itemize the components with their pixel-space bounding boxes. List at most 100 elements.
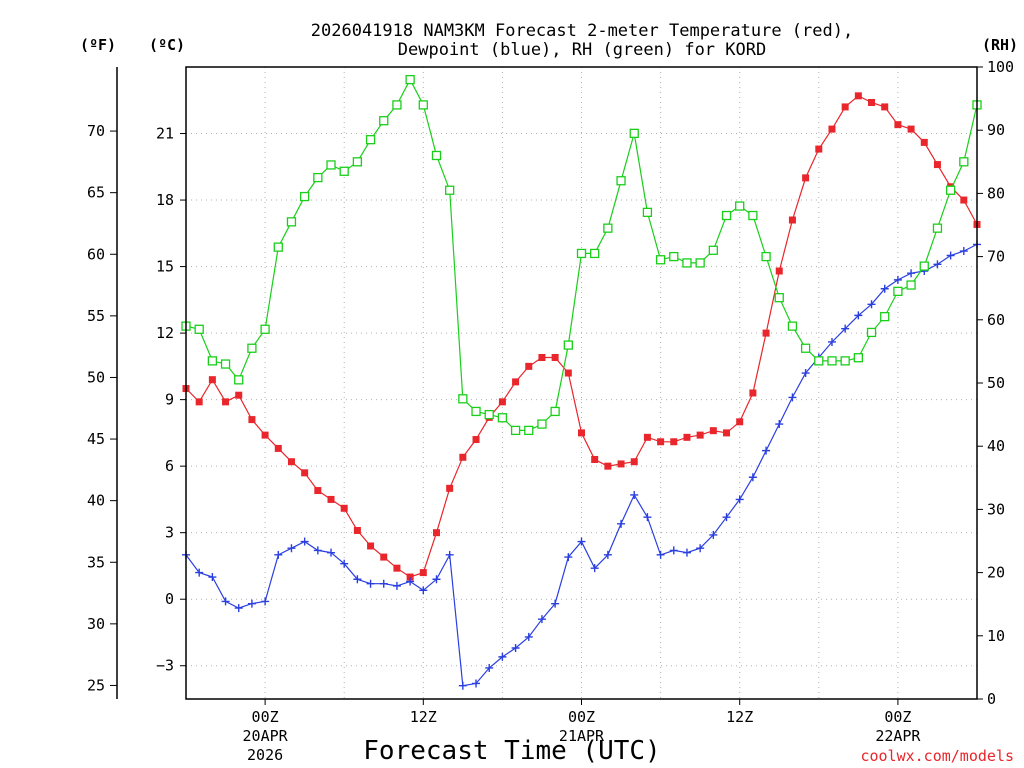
- fahrenheit-tick-label: 70: [87, 122, 105, 140]
- relative-humidity-point: [866, 327, 877, 338]
- relative-humidity-point: [932, 223, 943, 233]
- dewpoint-point: [617, 519, 626, 528]
- dewpoint-point: [880, 284, 889, 293]
- relative-humidity-point: [629, 128, 639, 139]
- dewpoint-point: [392, 581, 401, 590]
- fahrenheit-tick-label: 45: [87, 430, 105, 448]
- 2-meter-temperature-point: [367, 542, 375, 550]
- 2-meter-temperature-point: [775, 267, 783, 275]
- 2-meter-temperature-point: [657, 438, 665, 446]
- fahrenheit-tick-label: 40: [87, 492, 105, 510]
- dewpoint-point: [854, 311, 863, 320]
- 2-meter-temperature-point: [314, 487, 322, 495]
- relative-humidity-point: [893, 286, 903, 297]
- relative-humidity-point: [379, 116, 389, 126]
- 2-meter-temperature-point: [551, 353, 559, 361]
- 2-meter-temperature-point: [195, 398, 203, 406]
- 2-meter-temperature-point: [683, 433, 691, 441]
- 2-meter-temperature-point: [591, 456, 599, 464]
- 2-meter-temperature-point: [301, 469, 309, 477]
- relative-humidity-point: [286, 217, 297, 227]
- 2-meter-temperature-point: [564, 369, 572, 377]
- 2-meter-temperature-point: [933, 161, 941, 169]
- dewpoint-point: [946, 251, 955, 260]
- 2-meter-temperature-point: [419, 569, 427, 577]
- 2-meter-temperature-point: [868, 98, 876, 106]
- relative-humidity-point: [655, 255, 666, 265]
- relative-humidity-point: [365, 135, 376, 145]
- 2-meter-temperature-point: [907, 125, 915, 133]
- fahrenheit-tick-label: 50: [87, 368, 105, 386]
- plot-frame: [185, 66, 978, 700]
- dewpoint-point: [406, 577, 415, 586]
- relative-humidity-point: [682, 258, 692, 268]
- relative-humidity-point: [708, 245, 718, 255]
- 2-meter-temperature-point: [723, 429, 731, 437]
- 2-meter-temperature-point: [525, 362, 533, 370]
- 2-meter-temperature-point: [222, 398, 230, 406]
- 2-meter-temperature-point: [327, 495, 335, 503]
- relative-humidity-point: [299, 191, 310, 202]
- fahrenheit-tick-label: 30: [87, 615, 105, 633]
- dewpoint-point: [656, 550, 665, 559]
- 2-meter-temperature-point: [815, 145, 823, 153]
- 2-meter-temperature-point: [406, 573, 414, 581]
- 2-meter-temperature-point: [696, 431, 704, 439]
- dewpoint-point: [327, 548, 336, 557]
- relative-humidity-point: [906, 280, 916, 290]
- celsius-tick-label: 6: [165, 457, 174, 475]
- relative-humidity-point: [273, 242, 283, 252]
- time-tick-label: 00Z: [568, 708, 595, 726]
- relative-humidity-point: [339, 166, 349, 176]
- fahrenheit-unit-label: (ºF): [80, 36, 116, 54]
- dewpoint-point: [643, 513, 652, 522]
- celsius-tick-label: 12: [156, 324, 174, 342]
- dewpoint-point: [748, 473, 757, 482]
- celsius-axis: −3 0 3 6 9 12 15 18 21: [156, 125, 186, 675]
- rh-axis: 0 10 20 30 40 50 60 70 80 90 100: [977, 58, 1014, 708]
- rh-tick-label: 70: [987, 248, 1005, 266]
- dewpoint-point: [551, 599, 560, 608]
- 2-meter-temperature-point: [617, 460, 625, 468]
- dewpoint-point: [933, 260, 942, 269]
- rh-tick-label: 10: [987, 627, 1005, 645]
- relative-humidity-point: [550, 406, 560, 417]
- relative-humidity-point: [959, 157, 969, 167]
- dewpoint-point: [445, 550, 454, 559]
- 2-meter-temperature-point: [498, 398, 506, 406]
- 2-meter-temperature-point: [828, 125, 836, 133]
- relative-humidity-point: [471, 406, 481, 417]
- 2-meter-temperature-point: [670, 438, 678, 446]
- 2-meter-temperature-point: [446, 484, 454, 492]
- fahrenheit-tick-label: 65: [87, 184, 105, 202]
- relative-humidity-point: [945, 185, 956, 195]
- rh-tick-label: 20: [987, 564, 1005, 582]
- rh-tick-label: 60: [987, 311, 1005, 329]
- dewpoint-point: [735, 495, 744, 504]
- relative-humidity-point: [234, 375, 244, 385]
- rh-tick-label: 80: [987, 184, 1005, 202]
- relative-humidity-point: [458, 394, 468, 404]
- rh-tick-label: 100: [987, 58, 1014, 76]
- dewpoint-point: [801, 369, 810, 378]
- relative-humidity-point: [352, 157, 363, 167]
- dewpoint-line: [185, 243, 978, 687]
- time-tick-label: 12Z: [726, 708, 753, 726]
- dewpoint-point: [340, 559, 349, 568]
- dewpoint-point: [287, 544, 296, 553]
- relative-humidity-point: [919, 261, 929, 271]
- relative-humidity-point: [220, 359, 231, 369]
- dewpoint-point: [590, 564, 599, 573]
- 2-meter-temperature-point: [894, 121, 902, 129]
- rh-tick-label: 90: [987, 121, 1005, 139]
- fahrenheit-tick-label: 35: [87, 553, 105, 571]
- dewpoint-point: [669, 546, 678, 555]
- rh-tick-label: 30: [987, 500, 1005, 518]
- 2-meter-temperature-point: [538, 353, 546, 361]
- x-axis-label: Forecast Time (UTC): [363, 736, 660, 766]
- time-tick-label: 12Z: [410, 708, 437, 726]
- 2-meter-temperature-point: [604, 462, 612, 470]
- dewpoint-point: [419, 586, 428, 595]
- rh-tick-label: 50: [987, 374, 1005, 392]
- rh-tick-label: 40: [987, 437, 1005, 455]
